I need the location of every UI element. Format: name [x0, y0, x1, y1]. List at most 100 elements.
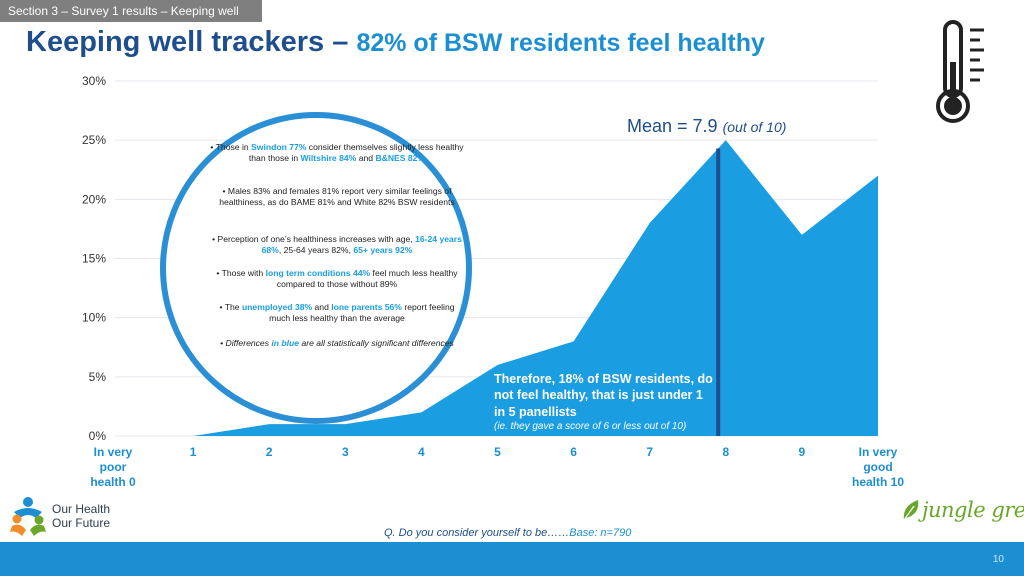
- x-tick-label: 8: [722, 445, 729, 459]
- x-tick-label-line: 2: [266, 445, 273, 459]
- leaf-logo-icon: [903, 500, 919, 521]
- highlight-text: B&NES 82%: [375, 153, 426, 164]
- title-main: Keeping well trackers –: [26, 26, 357, 58]
- x-tick-label: In very poor health 0: [90, 445, 136, 489]
- bullet-text: Those in: [215, 142, 252, 152]
- bullet-text: Those with: [221, 268, 266, 278]
- callout-bullet: • Those with long term conditions 44% fe…: [210, 268, 464, 290]
- x-tick-label: 3: [342, 445, 349, 459]
- question-base: Base: n=790: [569, 527, 632, 539]
- x-tick-label-line: 4: [418, 445, 425, 459]
- x-tick-label-line: In very: [859, 445, 898, 459]
- bullet-dot: •: [219, 302, 225, 312]
- data-point: [192, 435, 195, 438]
- x-tick-label-line: good: [863, 460, 892, 474]
- x-tick-label-line: 9: [799, 445, 806, 459]
- section-tab: Section 3 – Survey 1 results – Keeping w…: [0, 0, 262, 22]
- x-tick-label: 1: [190, 445, 197, 459]
- callout-bullet: • Differences in blue are all statistica…: [210, 338, 464, 349]
- data-point: [344, 423, 347, 426]
- highlight-text: lone parents 56%: [331, 302, 402, 312]
- bullet-text: The: [224, 302, 242, 312]
- mean-sub: (out of 10): [722, 119, 787, 135]
- data-point: [420, 411, 423, 414]
- bullet-text: report feeling much less healthy than th…: [269, 302, 455, 324]
- x-tick-label-line: 6: [570, 445, 577, 459]
- y-tick-label: 15%: [82, 252, 106, 266]
- data-point: [268, 423, 271, 426]
- data-point: [116, 435, 119, 438]
- x-tick-label-line: health 0: [90, 475, 136, 489]
- bullet-text: and: [312, 302, 332, 312]
- bullet-text: and: [356, 153, 376, 164]
- data-point: [496, 364, 499, 367]
- x-tick-label: 5: [494, 445, 501, 459]
- highlight-text: long term conditions 44%: [265, 268, 371, 278]
- logo-left-line2: Our Future: [52, 516, 111, 530]
- therefore-text: Therefore, 18% of BSW residents, do not …: [494, 371, 714, 433]
- highlight-text: in blue: [271, 338, 300, 348]
- y-tick-label: 0%: [89, 429, 107, 443]
- jungle-green-logo: jungle green: [900, 498, 1024, 522]
- highlight-text: Swindon 77%: [251, 142, 307, 152]
- bullet-dot: •: [220, 338, 226, 348]
- callout-bullet: • Those in Swindon 77% consider themselv…: [210, 142, 464, 164]
- therefore-main: Therefore, 18% of BSW residents, do not …: [494, 372, 713, 419]
- x-tick-label: 2: [266, 445, 273, 459]
- highlight-text: Wiltshire 84%: [300, 153, 357, 164]
- mean-text: Mean = 7.9: [627, 116, 723, 136]
- data-point: [724, 139, 727, 142]
- bullet-text: are all statistically significant differ…: [299, 338, 454, 348]
- y-tick-label: 25%: [82, 133, 106, 147]
- therefore-note: (ie. they gave a score of 6 or less out …: [494, 420, 687, 432]
- data-point: [800, 233, 803, 236]
- callout-bullet: • The unemployed 38% and lone parents 56…: [210, 302, 464, 324]
- mean-label: Mean = 7.9 (out of 10): [627, 116, 786, 137]
- our-health-logo: Our Health Our Future: [10, 496, 110, 538]
- highlight-text: 65+ years 92%: [353, 245, 413, 256]
- x-tick-label: 6: [570, 445, 577, 459]
- bullet-text: , 25-64 years 82%,: [278, 245, 354, 256]
- y-tick-label: 20%: [82, 192, 106, 206]
- page-title: Keeping well trackers – 82% of BSW resid…: [26, 26, 765, 59]
- x-tick-label: 4: [418, 445, 425, 459]
- x-tick-label-line: 3: [342, 445, 349, 459]
- bullet-dot: •: [216, 268, 222, 278]
- x-tick-label: 9: [799, 445, 806, 459]
- bullet-text: consider themselves slightly less health…: [248, 142, 464, 164]
- x-tick-label-line: health 10: [852, 475, 904, 489]
- data-point: [572, 340, 575, 343]
- bullet-text: Males 83% and females 81% report very si…: [219, 186, 455, 208]
- x-tick-label: In very good health 10: [852, 445, 904, 489]
- footer-bar: [0, 542, 1024, 576]
- logo-right-text: jungle green: [922, 498, 1024, 522]
- y-tick-label: 5%: [89, 370, 107, 384]
- bullet-dot: •: [222, 186, 228, 196]
- bullet-text: Perception of one’s healthiness increase…: [217, 234, 416, 244]
- callout-circle: [160, 112, 472, 424]
- bullet-text: Differences: [225, 338, 272, 348]
- callout-bullet: • Males 83% and females 81% report very …: [210, 186, 464, 208]
- x-tick-label-line: In very: [94, 445, 133, 459]
- data-point: [877, 174, 880, 177]
- x-tick-label-line: 1: [190, 445, 197, 459]
- bullet-dot: •: [210, 142, 216, 152]
- logo-left-line1: Our Health: [52, 502, 111, 517]
- x-tick-label-line: 5: [494, 445, 501, 459]
- question-main: Q. Do you consider yourself to be……: [384, 527, 570, 539]
- highlight-text: 16-24 years 68%: [261, 234, 462, 256]
- callout-bullet: • Perception of one’s healthiness increa…: [210, 234, 464, 256]
- highlight-text: unemployed 38%: [241, 302, 313, 312]
- y-tick-label: 30%: [82, 74, 106, 88]
- area-series: [117, 140, 878, 436]
- x-tick-label: 7: [646, 445, 653, 459]
- x-tick-label-line: 8: [722, 445, 729, 459]
- x-tick-label-line: 7: [646, 445, 653, 459]
- question-text: Q. Do you consider yourself to be……Base:…: [384, 527, 631, 539]
- people-logo-icon: [10, 497, 46, 536]
- x-tick-label-line: poor: [100, 460, 127, 474]
- page-number: 10: [992, 554, 1004, 565]
- thermometer-icon: [936, 20, 984, 123]
- title-highlight: 82% of BSW residents feel healthy: [356, 29, 765, 57]
- y-tick-label: 10%: [82, 311, 106, 325]
